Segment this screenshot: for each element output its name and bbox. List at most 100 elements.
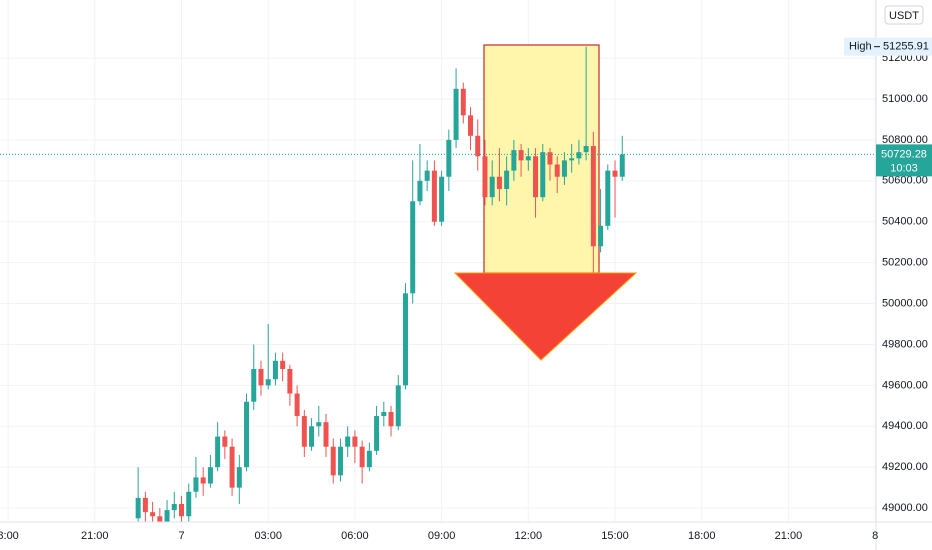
candle-body: [489, 176, 495, 198]
candle-body: [446, 139, 452, 177]
candle-body: [200, 477, 206, 484]
candle-body: [612, 170, 618, 177]
currency-box[interactable]: [884, 5, 924, 25]
x-tick-label: 8:00: [0, 530, 19, 542]
candle-body: [229, 446, 235, 488]
candle-body: [251, 369, 257, 402]
candle-body: [424, 170, 430, 181]
candle-body: [554, 164, 560, 177]
y-tick-label: 50400.00: [882, 216, 928, 228]
candle-body: [366, 450, 372, 468]
candle-body: [511, 150, 517, 171]
candle-body: [193, 477, 199, 492]
candle-body: [179, 504, 185, 517]
high-box: [844, 37, 932, 56]
candle-body: [518, 150, 524, 161]
candle-body: [272, 360, 278, 380]
y-tick-label: 49400.00: [882, 420, 928, 432]
candle-body: [164, 510, 170, 523]
time-axis: [0, 522, 932, 550]
candles: [135, 46, 625, 533]
candle-body: [468, 115, 474, 136]
candle-body: [316, 422, 322, 427]
x-tick-label: 09:00: [428, 530, 456, 542]
x-tick-label: 8: [872, 530, 878, 542]
candle-body: [402, 293, 408, 386]
x-tick-label: 15:00: [601, 530, 629, 542]
high-label: High: [849, 41, 872, 53]
candle-body: [475, 135, 481, 157]
candle-body: [265, 379, 271, 386]
candle-body: [482, 156, 488, 198]
candle-body: [374, 416, 380, 451]
candle-body: [395, 385, 401, 427]
price-axis: [876, 0, 932, 550]
x-tick-label: 12:00: [515, 530, 543, 542]
candle-body: [381, 411, 387, 417]
candle-body: [280, 360, 286, 369]
y-tick-label: 49000.00: [882, 502, 928, 514]
candle-body: [453, 88, 459, 140]
y-tick-label: 49200.00: [882, 461, 928, 473]
y-tick-label: 50600.00: [882, 175, 928, 187]
down-arrow: [453, 272, 638, 361]
grid: [0, 0, 876, 522]
candle-body: [583, 146, 589, 153]
candle-body: [142, 497, 148, 513]
candle-body: [619, 154, 625, 177]
currency: USDT: [889, 10, 919, 22]
candle-body: [533, 156, 539, 198]
candle-body: [323, 422, 329, 447]
last-price-box: [876, 144, 932, 177]
candle-body: [150, 512, 156, 517]
candle-body: [540, 152, 546, 198]
x-tick-label: 03:00: [254, 530, 282, 542]
y-tick-label: 50200.00: [882, 257, 928, 269]
candle-body: [547, 152, 553, 165]
candle-body: [258, 369, 264, 386]
candle-body: [345, 436, 351, 447]
x-tick-label: 21:00: [775, 530, 803, 542]
candle-body: [157, 516, 163, 523]
candle-body: [352, 436, 358, 447]
y-tick-label: 50000.00: [882, 297, 928, 309]
candle-body: [309, 426, 315, 447]
y-tick-label: 50800.00: [882, 134, 928, 146]
candle-body: [186, 491, 192, 517]
x-tick-label: 06:00: [341, 530, 369, 542]
countdown: 10:03: [890, 162, 918, 174]
candle-body: [525, 156, 531, 161]
candle-body: [359, 446, 365, 468]
candle-body: [294, 393, 300, 417]
candle-body: [236, 467, 242, 488]
overlay: 49000.00 49200.00 49400.00 49600.00 49800.00…: [0, 37, 932, 542]
candle-body: [410, 201, 416, 294]
candle-body: [569, 158, 575, 161]
candle-body: [222, 436, 228, 447]
last-price-label: 50729.28: [881, 148, 927, 160]
x-tick-label: 7: [178, 530, 184, 542]
candle-body: [330, 446, 336, 476]
candle-body: [301, 416, 307, 447]
candle-body: [244, 401, 250, 468]
y-tick-label: 49600.00: [882, 379, 928, 391]
candle-body: [388, 411, 394, 427]
candle-body: [337, 446, 343, 476]
y-tick-label: 51000.00: [882, 93, 928, 105]
candle-body: [207, 467, 213, 484]
candle-body: [576, 152, 582, 159]
x-tick-label: 21:00: [81, 530, 109, 542]
candle-body: [496, 176, 502, 189]
candle-body: [504, 170, 510, 189]
candle-body: [417, 180, 423, 202]
x-tick-label: 18:00: [688, 530, 716, 542]
candle-body: [439, 176, 445, 222]
candle-body: [605, 170, 611, 226]
candle-body: [598, 225, 604, 247]
candle-body: [561, 160, 567, 177]
candle-body: [590, 146, 596, 247]
candle-body: [287, 369, 293, 394]
y-tick-label: 49800.00: [882, 338, 928, 350]
